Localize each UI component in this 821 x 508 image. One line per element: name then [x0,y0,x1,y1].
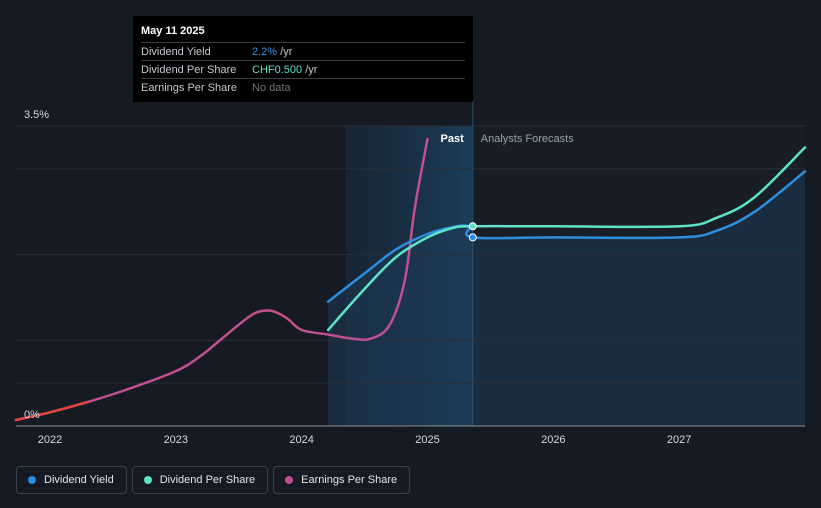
tooltip-row-label: Dividend Yield [141,45,211,58]
dividend-chart: Past Analysts Forecasts 2022 2023 2024 2025… [14,100,807,446]
legend-label: Dividend Yield [44,474,114,486]
tooltip-row-value: 2.2% [252,45,278,58]
earnings-per-share-decline-segment [14,400,89,422]
tooltip-row-earnings-per-share: Earnings Per Share No data [141,78,465,96]
legend-dot-icon [285,476,294,484]
y-tick-label: 0% [24,409,40,421]
legend-dot-icon [143,476,152,484]
legend-item-dividend-per-share[interactable]: Dividend Per Share [131,466,269,494]
dividend-yield-marker [468,233,477,242]
dividend-per-share-marker [468,222,477,231]
tooltip-row-label: Earnings Per Share [141,81,237,94]
tooltip-row-unit: /yr [277,45,293,58]
tooltip-row-value: No data [252,81,291,94]
y-tick-label: 3.5% [24,109,49,121]
legend-item-earnings-per-share[interactable]: Earnings Per Share [273,466,411,494]
x-tick-label: 2026 [541,434,565,446]
earnings-per-share-line [14,137,429,422]
dividend-per-share-line [326,146,807,332]
legend-dot-icon [28,476,36,484]
past-label: Past [441,133,465,145]
dividend-yield-line [326,170,807,303]
tooltip-row-dividend-yield: Dividend Yield 2.2% /yr [141,42,465,60]
x-tick-label: 2023 [164,434,188,446]
tooltip-row-label: Dividend Per Share [141,63,237,76]
x-tick-label: 2024 [289,434,313,446]
tooltip-row-value: CHF0.500 [252,63,303,76]
forecast-label: Analysts Forecasts [481,133,574,145]
legend-label: Earnings Per Share [301,474,398,486]
x-tick-label: 2022 [38,434,62,446]
tooltip-row-dividend-per-share: Dividend Per Share CHF0.500 /yr [141,60,465,78]
dividend-yield-area [328,171,805,426]
x-tick-label: 2025 [415,434,439,446]
x-tick-label: 2027 [667,434,691,446]
tooltip-row-unit: /yr [302,63,318,76]
legend-label: Dividend Per Share [159,474,256,486]
legend-item-dividend-yield[interactable]: Dividend Yield [16,466,127,494]
tooltip: May 11 2025 Dividend Yield 2.2% /yr Divi… [133,16,473,102]
legend: Dividend Yield Dividend Per Share Earnin… [16,466,411,494]
tooltip-date: May 11 2025 [141,25,205,37]
